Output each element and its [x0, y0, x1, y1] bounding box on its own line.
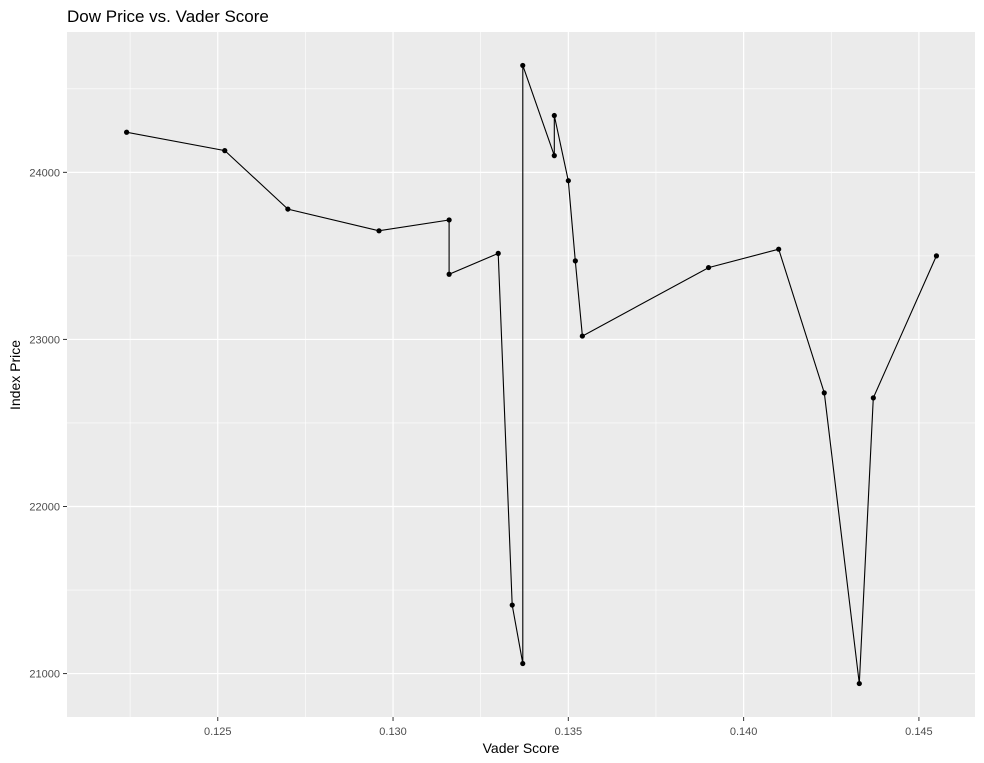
y-tick-label: 22000 [29, 501, 60, 513]
data-point [495, 250, 501, 256]
y-axis: 21000 22000 23000 24000 [29, 167, 67, 681]
data-point [551, 112, 557, 119]
x-tick-label: 0.130 [379, 726, 407, 738]
data-point [579, 333, 585, 339]
data-point [870, 395, 876, 401]
data-point [520, 62, 526, 69]
data-point [509, 602, 515, 608]
data-point [446, 217, 452, 223]
y-axis-title: Index Price [7, 340, 23, 410]
data-point [572, 258, 578, 264]
data-point [776, 246, 782, 252]
x-tick-label: 0.125 [204, 726, 232, 738]
major-gridlines [67, 32, 975, 717]
data-point [222, 148, 228, 154]
y-tick-label: 23000 [29, 334, 60, 346]
data-point [446, 271, 452, 277]
series-layer [123, 62, 940, 687]
plot-panel [67, 32, 975, 717]
data-point [821, 390, 827, 396]
data-point [285, 206, 291, 212]
x-axis: 0.125 0.130 0.135 0.140 0.145 [204, 717, 933, 738]
y-tick-label: 21000 [29, 669, 60, 681]
data-point [376, 228, 382, 234]
x-axis-title: Vader Score [483, 740, 560, 756]
data-point [856, 680, 862, 687]
x-tick-label: 0.145 [905, 726, 933, 738]
data-point [551, 153, 557, 159]
x-tick-label: 0.135 [555, 726, 583, 738]
data-point [565, 178, 571, 184]
x-tick-label: 0.140 [730, 726, 758, 738]
chart-title: Dow Price vs. Vader Score [67, 7, 269, 26]
data-point [933, 253, 940, 259]
data-point [123, 129, 130, 135]
data-point [520, 660, 526, 667]
y-tick-label: 24000 [29, 167, 60, 179]
data-point [705, 264, 712, 271]
